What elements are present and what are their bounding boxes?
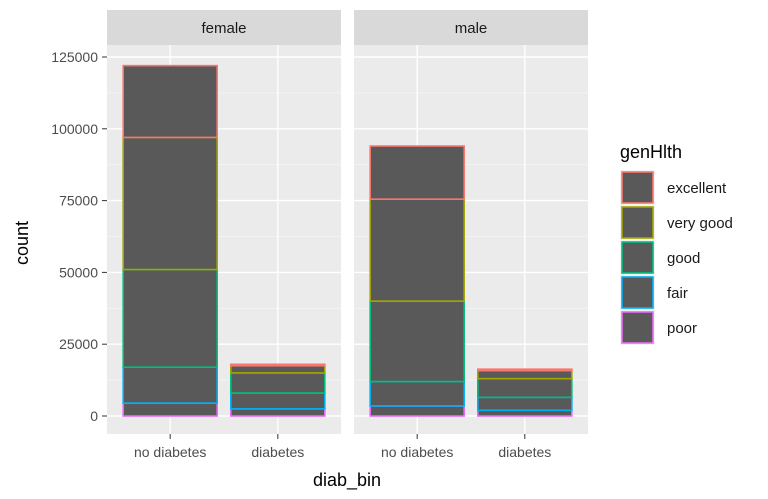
bar-segment-female-no-diabetes-excellent: [122, 64, 218, 139]
bar-segment-male-diabetes-very-good: [477, 369, 573, 380]
x-axis: no diabetes diabetes no diabetes diabetes: [134, 434, 551, 460]
bar-segment-male-diabetes-fair: [477, 396, 573, 412]
bar-segment-male-no-diabetes-very-good: [369, 198, 465, 302]
y-tick-label: 125000: [51, 49, 98, 65]
bar-segment-female-no-diabetes-very-good: [122, 136, 218, 271]
strip-label-male: male: [455, 20, 488, 37]
bar-segment-male-no-diabetes-fair: [369, 380, 465, 407]
strip-male: [354, 10, 588, 45]
bar-segment-female-diabetes-fair: [230, 392, 326, 410]
legend-label: excellent: [667, 180, 727, 197]
y-axis: 0 25000 50000 75000 100000 125000: [51, 49, 107, 424]
bar-segment-female-no-diabetes-poor: [122, 402, 218, 417]
legend-title: genHlth: [620, 142, 682, 162]
x-tick-label: no diabetes: [381, 444, 453, 460]
legend-label: poor: [667, 320, 697, 337]
bar-segment-female-diabetes-excellent: [230, 363, 326, 367]
legend-key-very-good: [621, 206, 654, 239]
strip-female: [107, 10, 341, 45]
legend-key-poor: [621, 311, 654, 344]
bar-segment-female-diabetes-very-good: [230, 364, 326, 374]
y-tick-label: 0: [90, 408, 98, 424]
x-tick-label: no diabetes: [134, 444, 206, 460]
bar-segment-male-no-diabetes-good: [369, 300, 465, 383]
legend-label: very good: [667, 215, 733, 232]
bar-segment-male-diabetes-poor: [477, 409, 573, 417]
legend-key-good: [621, 241, 654, 274]
legend-label: fair: [667, 285, 688, 302]
panel-male: [354, 45, 588, 434]
bar-segment-female-no-diabetes-good: [122, 268, 218, 368]
y-tick-label: 50000: [59, 264, 98, 280]
x-axis-title: diab_bin: [313, 470, 381, 491]
y-tick-label: 75000: [59, 193, 98, 209]
bar-segment-male-no-diabetes-poor: [369, 405, 465, 417]
legend: genHlth excellent very good good fair poor: [620, 142, 733, 345]
bar-segment-female-diabetes-poor: [230, 408, 326, 417]
bar-segment-male-diabetes-excellent: [477, 368, 573, 372]
legend-label: good: [667, 250, 700, 267]
bar-segment-female-no-diabetes-fair: [122, 366, 218, 404]
panel-female: [107, 45, 341, 434]
legend-key-excellent: [621, 171, 654, 204]
bar-segment-female-diabetes-good: [230, 372, 326, 394]
y-axis-title: count: [12, 221, 32, 265]
x-tick-label: diabetes: [498, 444, 551, 460]
strip-label-female: female: [201, 20, 246, 37]
x-tick-label: diabetes: [251, 444, 304, 460]
bar-segment-male-diabetes-good: [477, 377, 573, 399]
legend-key-fair: [621, 276, 654, 309]
y-tick-label: 100000: [51, 121, 98, 137]
y-tick-label: 25000: [59, 336, 98, 352]
bar-segment-male-no-diabetes-excellent: [369, 145, 465, 200]
